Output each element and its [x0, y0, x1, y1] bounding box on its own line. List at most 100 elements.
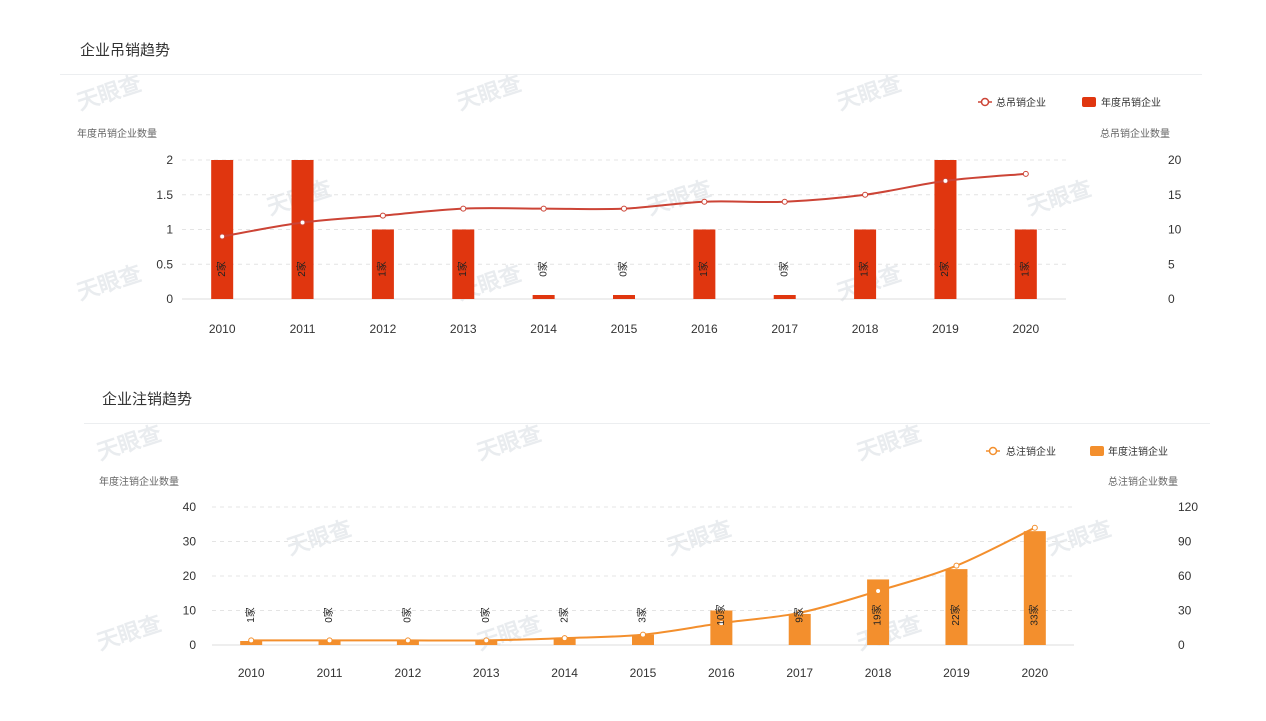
revoked-x-tick: 2019	[932, 322, 959, 336]
cancelled-bar	[632, 634, 654, 645]
cancelled-bar	[553, 638, 576, 645]
revoked-y-right-tick: 20	[1168, 153, 1182, 167]
revoked-y-right-tick: 15	[1168, 188, 1182, 202]
watermark-text: 天眼查	[1044, 516, 1115, 560]
revoked-line-point	[219, 233, 226, 240]
revoked-y-left-tick: 1	[166, 223, 173, 237]
cancelled-x-tick: 2018	[865, 666, 892, 680]
revoked-line-point	[1022, 170, 1029, 177]
revoked-y-left-tick: 0	[166, 292, 173, 306]
cancelled-y-left-tick: 10	[183, 604, 197, 618]
cancelled-bar-label: 0家	[479, 607, 492, 623]
revoked-line-point	[781, 198, 788, 205]
watermark-text: 天眼查	[94, 421, 165, 465]
cancelled-line-point	[404, 637, 411, 644]
cancelled-x-tick: 2013	[473, 666, 500, 680]
revoked-legend-bar-label: 年度吊销企业	[1101, 96, 1161, 109]
revoked-x-tick: 2018	[852, 322, 879, 336]
cancelled-bar-label: 1家	[244, 607, 257, 623]
cancelled-y-right-tick: 90	[1178, 535, 1192, 549]
watermark-text: 天眼查	[74, 261, 145, 305]
revoked-line-point	[540, 205, 547, 212]
watermark-text: 天眼查	[854, 421, 925, 465]
watermark-text: 天眼查	[74, 71, 145, 115]
cancelled-line-point	[1031, 524, 1038, 531]
revoked-legend-line-marker	[980, 97, 990, 107]
revoked-bar-label: 1家	[697, 261, 710, 277]
revoked-y-right-title: 总吊销企业数量	[1100, 127, 1170, 140]
revoked-bar	[291, 160, 314, 299]
cancelled-line-point	[953, 562, 960, 569]
cancelled-x-tick: 2020	[1021, 666, 1048, 680]
cancelled-y-right-title: 总注销企业数量	[1108, 475, 1178, 488]
revoked-bar-label: 2家	[295, 261, 308, 277]
revoked-x-tick: 2017	[771, 322, 798, 336]
cancelled-legend-bar-label: 年度注销企业	[1108, 445, 1168, 458]
revoked-bar	[693, 229, 716, 299]
revoked-section-title: 企业吊销趋势	[80, 42, 171, 59]
cancelled-bar-label: 0家	[401, 607, 414, 623]
revoked-y-right-tick: 5	[1168, 257, 1175, 271]
revoked-bar-label: 0家	[777, 261, 790, 277]
revoked-y-left-tick: 1.5	[156, 188, 173, 202]
revoked-bar-label: 1家	[858, 261, 871, 277]
watermark-text: 天眼查	[834, 71, 905, 115]
cancelled-chart: 0 10 20 30 40 0 30 60 90 120 年度注销企业数量 总注销企业数量 2010 20…	[99, 445, 1198, 680]
cancelled-bar	[1023, 531, 1046, 645]
cancelled-y-left-tick: 0	[189, 638, 196, 652]
cancelled-line-point	[875, 587, 882, 594]
cancelled-bar	[945, 569, 968, 645]
cancelled-y-right-tick: 30	[1178, 604, 1192, 618]
cancelled-x-tick: 2014	[551, 666, 578, 680]
revoked-y-left-title: 年度吊销企业数量	[77, 127, 157, 140]
revoked-x-tick: 2020	[1012, 322, 1039, 336]
cancelled-y-left-tick: 30	[183, 535, 197, 549]
cancelled-bar	[867, 579, 890, 645]
revoked-x-tick: 2014	[530, 322, 557, 336]
cancelled-y-left-tick: 40	[183, 500, 197, 514]
cancelled-line-point	[796, 609, 803, 616]
revoked-line-point	[460, 205, 467, 212]
cancelled-bar	[710, 610, 733, 645]
revoked-y-right-tick: 0	[1168, 292, 1175, 306]
cancelled-section-divider	[84, 423, 1210, 424]
cancelled-legend-line-label: 总注销企业	[1006, 445, 1056, 458]
revoked-legend-bar-swatch	[1082, 97, 1096, 107]
cancelled-x-tick: 2011	[317, 666, 343, 680]
revoked-y-left-tick: 2	[166, 153, 173, 167]
revoked-x-tick: 2012	[370, 322, 397, 336]
watermark-text: 天眼查	[1024, 176, 1095, 220]
cancelled-y-right-tick: 0	[1178, 638, 1185, 652]
revoked-line-point	[701, 198, 708, 205]
watermark-text: 天眼查	[94, 611, 165, 655]
cancelled-x-tick: 2010	[238, 666, 265, 680]
watermark-text: 天眼查	[454, 71, 525, 115]
revoked-bar-label: 0家	[536, 261, 549, 277]
watermark-text: 天眼查	[664, 516, 735, 560]
revoked-bar-label: 2家	[215, 261, 228, 277]
revoked-bar-label: 2家	[938, 261, 951, 277]
revoked-bar	[1014, 229, 1037, 299]
cancelled-x-tick: 2019	[943, 666, 970, 680]
cancelled-x-tick: 2012	[395, 666, 422, 680]
revoked-bar	[854, 229, 877, 299]
cancelled-legend-bar-swatch	[1090, 446, 1104, 456]
cancelled-line-point	[640, 631, 646, 638]
cancelled-y-right-tick: 60	[1178, 569, 1192, 583]
revoked-bar	[773, 295, 796, 299]
cancelled-y-left-tick: 20	[183, 569, 197, 583]
revoked-bar	[613, 295, 635, 299]
revoked-line-point	[942, 177, 949, 184]
cancelled-bar-label: 2家	[557, 607, 570, 623]
cancelled-bar	[788, 613, 811, 645]
revoked-y-right-tick: 10	[1168, 223, 1182, 237]
revoked-x-tick: 2016	[691, 322, 718, 336]
cancelled-line-point	[248, 637, 255, 644]
watermark-text: 天眼查	[644, 176, 715, 220]
cancelled-y-left-title: 年度注销企业数量	[99, 475, 179, 488]
revoked-section-divider	[60, 74, 1202, 75]
revoked-bar	[371, 229, 394, 299]
revoked-y-left-tick: 0.5	[156, 257, 173, 271]
revoked-bar-label: 1家	[456, 261, 469, 277]
